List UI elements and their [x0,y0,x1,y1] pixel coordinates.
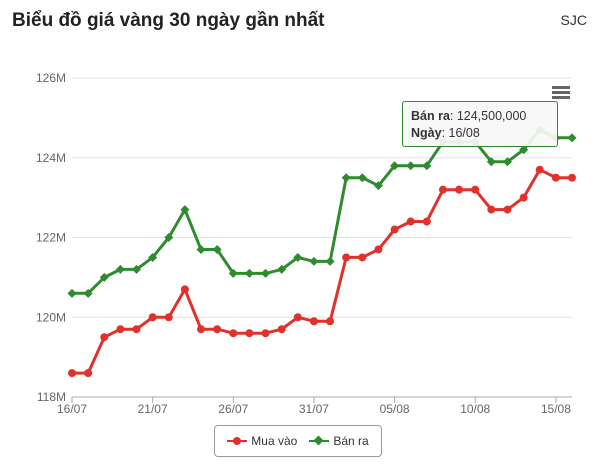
data-point[interactable] [197,325,206,334]
data-point[interactable] [228,268,238,278]
chart-title: Biểu đồ giá vàng 30 ngày gần nhất [12,10,325,31]
data-point[interactable] [277,325,286,334]
tooltip-label-2: Ngày [411,126,442,140]
data-point[interactable] [83,288,93,298]
data-point[interactable] [84,369,93,378]
legend-label-mua-vao: Mua vào [251,434,298,448]
data-point[interactable] [358,253,367,262]
data-point[interactable] [148,252,158,262]
tooltip-value-1: : 124,500,000 [449,109,527,123]
data-point[interactable] [406,161,416,171]
data-point[interactable] [180,285,189,294]
data-point[interactable] [551,173,560,182]
y-axis-labels: 118M 120M 122M 124M 126M [36,71,66,404]
data-point[interactable] [132,264,142,274]
legend: Mua vào Bán ra [214,425,382,457]
tooltip-value-2: : 16/08 [441,126,480,140]
data-point[interactable] [326,317,335,326]
data-point[interactable] [245,329,254,338]
data-point[interactable] [486,157,496,167]
legend-label-ban-ra: Bán ra [333,434,369,448]
data-point[interactable] [487,205,496,214]
data-point[interactable] [180,205,190,215]
data-point[interactable] [422,161,432,171]
data-point[interactable] [67,288,77,298]
data-point[interactable] [115,264,125,274]
data-point[interactable] [132,325,141,334]
data-point[interactable] [341,173,351,183]
data-point[interactable] [244,268,254,278]
data-point[interactable] [406,217,415,226]
data-point[interactable] [212,244,222,254]
data-point[interactable] [422,217,431,226]
data-point[interactable] [357,173,367,183]
data-point[interactable] [568,173,576,182]
legend-diamond-icon [309,435,330,446]
data-point[interactable] [535,165,544,174]
x-tick-label: 21/07 [138,402,168,416]
data-point[interactable] [277,264,287,274]
menu-icon[interactable] [552,86,570,99]
data-point[interactable] [519,193,528,202]
data-point[interactable] [229,329,238,338]
y-tick-label: 118M [37,390,66,404]
y-tick-label: 120M [36,310,66,324]
data-point[interactable] [213,325,222,334]
data-point[interactable] [390,225,399,234]
data-point[interactable] [293,313,302,322]
data-point[interactable] [99,272,109,282]
tooltip: Bán ra: 124,500,000 Ngày: 16/08 [402,101,558,147]
x-tick-label: 15/08 [541,402,571,416]
data-point[interactable] [164,313,173,322]
data-point[interactable] [68,369,76,378]
y-tick-label: 122M [36,231,66,245]
y-tick-label: 124M [36,151,66,165]
data-point[interactable] [374,245,383,254]
data-point[interactable] [196,244,206,254]
legend-item-mua-vao[interactable]: Mua vào [227,434,297,448]
x-tick-label: 05/08 [380,402,410,416]
data-point[interactable] [100,333,109,342]
data-point[interactable] [148,313,157,322]
series-layer [67,125,577,378]
data-point[interactable] [438,185,447,194]
data-point[interactable] [325,256,335,266]
data-point[interactable] [164,233,174,242]
data-point[interactable] [567,133,577,143]
tooltip-label-1: Bán ra [411,109,450,123]
data-point[interactable] [309,256,319,266]
data-point[interactable] [471,185,480,194]
series-line-0 [72,168,572,375]
x-axis: 16/07 21/07 26/07 31/07 05/08 10/08 15/08 [57,396,572,416]
data-point[interactable] [503,205,512,214]
brand-label: SJC [560,12,587,28]
data-point[interactable] [519,145,529,155]
data-point[interactable] [116,325,125,334]
x-tick-label: 26/07 [218,402,248,416]
data-point[interactable] [261,268,271,278]
data-point[interactable] [502,157,512,167]
data-point[interactable] [293,252,303,262]
data-point[interactable] [390,161,400,171]
y-tick-label: 126M [36,71,66,85]
data-point[interactable] [373,181,383,191]
data-point[interactable] [342,253,351,262]
legend-circle-icon [227,436,248,446]
x-tick-label: 16/07 [57,402,87,416]
legend-item-ban-ra[interactable]: Bán ra [309,434,369,448]
x-tick-label: 10/08 [460,402,490,416]
data-point[interactable] [261,329,270,338]
x-tick-label: 31/07 [299,402,329,416]
data-point[interactable] [309,317,318,326]
series-line-1 [72,128,572,295]
data-point[interactable] [455,185,464,194]
